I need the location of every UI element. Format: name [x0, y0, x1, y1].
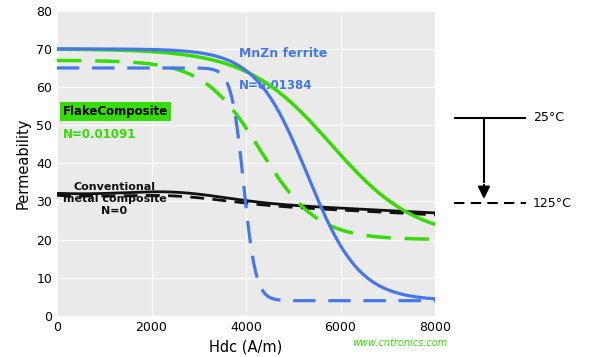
- Text: www.cntronics.com: www.cntronics.com: [352, 338, 447, 348]
- X-axis label: Hdc (A/m): Hdc (A/m): [209, 340, 283, 355]
- Text: N=0.01091: N=0.01091: [62, 128, 136, 141]
- Y-axis label: Permeability: Permeability: [16, 118, 31, 209]
- Text: Conventional
metal composite
N=0: Conventional metal composite N=0: [62, 182, 166, 216]
- Text: FlakeComposite: FlakeComposite: [62, 105, 168, 118]
- Text: N=0.01384: N=0.01384: [239, 79, 313, 92]
- Text: 25°C: 25°C: [533, 111, 564, 124]
- Text: MnZn ferrite: MnZn ferrite: [239, 47, 327, 60]
- Text: 125°C: 125°C: [533, 197, 572, 210]
